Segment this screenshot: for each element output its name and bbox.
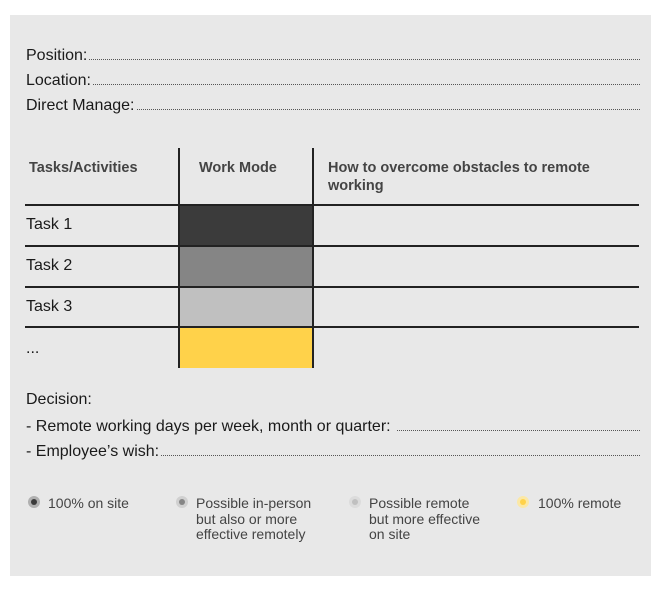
legend-dot-on-site-icon [28, 496, 40, 508]
location-label: Location: [26, 72, 91, 89]
decision-title: Decision: [26, 391, 92, 408]
header-work-mode: Work Mode [199, 160, 277, 176]
direct-manager-fill-line[interactable] [136, 109, 640, 110]
work-mode-swatch-task-2[interactable] [180, 246, 312, 286]
table-row-line [25, 245, 639, 247]
position-label: Position: [26, 47, 88, 64]
legend-dot-in-person-icon [176, 496, 188, 508]
remote-days-fill-line[interactable] [396, 430, 640, 431]
table-row-line [25, 286, 639, 288]
remote-days-field[interactable]: - Remote working days per week, month or… [26, 414, 640, 436]
task-label-3: Task 3 [26, 298, 73, 315]
legend-dot-possible-remote-icon [349, 496, 361, 508]
table-row-line [25, 326, 639, 328]
legend-label-possible-remote: Possible remote but more effective on si… [369, 495, 481, 542]
position-field[interactable]: Position: [26, 43, 640, 65]
work-mode-swatch-task-1[interactable] [180, 205, 312, 245]
work-mode-swatch-task-more[interactable] [180, 328, 312, 368]
legend-label-in-person: Possible in-person but also or more effe… [196, 495, 312, 542]
direct-manager-field[interactable]: Direct Manage: [26, 93, 640, 115]
legend-label-remote: 100% remote [538, 495, 622, 511]
form-panel [10, 15, 651, 576]
position-fill-line[interactable] [89, 59, 640, 60]
table-divider-left [178, 148, 180, 368]
task-label-more: ... [26, 340, 40, 357]
location-fill-line[interactable] [92, 84, 640, 85]
employee-wish-label: - Employee’s wish: [26, 443, 160, 460]
table-divider-right [312, 148, 314, 368]
direct-manager-label: Direct Manage: [26, 97, 135, 114]
task-label-1: Task 1 [26, 216, 73, 233]
location-field[interactable]: Location: [26, 68, 640, 90]
employee-wish-field[interactable]: - Employee’s wish: [26, 439, 640, 461]
legend-dot-remote-icon [517, 496, 529, 508]
header-tasks: Tasks/Activities [29, 160, 138, 176]
header-obstacles: How to overcome obstacles to remote work… [328, 160, 590, 194]
table-row-line [25, 204, 639, 206]
employee-wish-fill-line[interactable] [161, 455, 640, 456]
task-label-2: Task 2 [26, 257, 73, 274]
remote-days-label: - Remote working days per week, month or… [26, 418, 391, 435]
legend-label-on-site: 100% on site [48, 495, 129, 511]
work-mode-swatch-task-3[interactable] [180, 287, 312, 327]
